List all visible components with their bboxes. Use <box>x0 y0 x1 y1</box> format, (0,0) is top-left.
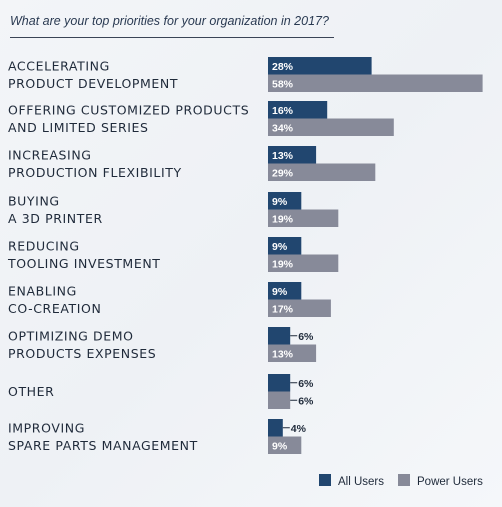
category-label: PRODUCTS EXPENSES <box>8 346 156 361</box>
data-label: 17% <box>272 303 294 315</box>
bar-all-users <box>268 57 372 75</box>
category-label: IMPROVING <box>8 420 85 435</box>
category-label: AND LIMITED SERIES <box>8 120 149 135</box>
data-label: 9% <box>272 286 288 298</box>
bar-all-users <box>268 192 302 210</box>
category-label: ENABLING <box>8 283 77 298</box>
bar-power-users <box>268 209 339 227</box>
data-label: 28% <box>272 61 294 73</box>
category-label: OFFERING CUSTOMIZED PRODUCTS <box>8 102 249 117</box>
category-label: PRODUCT DEVELOPMENT <box>8 76 178 91</box>
category-label: OPTIMIZING DEMO <box>8 328 134 343</box>
data-label: 9% <box>272 241 288 253</box>
bar-all-users <box>268 237 302 255</box>
category-label: PRODUCTION FLEXIBILITY <box>8 165 182 180</box>
chart-title: What are your top priorities for your or… <box>10 14 329 28</box>
legend-label-all-users: All Users <box>338 476 384 488</box>
category-label: CO-CREATION <box>8 301 101 316</box>
category-label: A 3D PRINTER <box>8 211 103 226</box>
bar-all-users <box>268 327 291 345</box>
bar-power-users <box>268 74 483 92</box>
category-label: SPARE PARTS MANAGEMENT <box>8 438 198 453</box>
data-label: 6% <box>298 378 314 390</box>
data-label: 6% <box>298 331 314 343</box>
bar-all-users <box>268 282 302 300</box>
data-label: 29% <box>272 167 294 179</box>
data-label: 9% <box>272 196 288 208</box>
bar-all-users <box>268 101 328 119</box>
category-label: BUYING <box>8 193 60 208</box>
data-label: 13% <box>272 348 294 360</box>
bar-all-users <box>268 374 291 392</box>
bar-all-users <box>268 419 283 437</box>
legend-swatch-all-users <box>319 474 331 486</box>
category-label: REDUCING <box>8 238 80 253</box>
bar-power-users <box>268 163 376 181</box>
data-label: 34% <box>272 122 294 134</box>
category-label: TOOLING INVESTMENT <box>7 256 161 271</box>
bar-power-users <box>268 344 317 362</box>
data-label: 4% <box>291 423 307 435</box>
bar-all-users <box>268 146 317 164</box>
bar-power-users <box>268 254 339 272</box>
data-label: 16% <box>272 105 294 117</box>
category-label: OTHER <box>8 384 54 399</box>
bar-power-users <box>268 391 291 409</box>
bar-power-users <box>268 299 331 317</box>
bar-power-users <box>268 118 394 136</box>
data-label: 19% <box>272 213 294 225</box>
legend: All Users Power Users <box>319 474 483 488</box>
data-label: 9% <box>272 440 288 452</box>
data-label: 19% <box>272 258 294 270</box>
data-label: 6% <box>298 395 314 407</box>
category-label: INCREASING <box>8 147 92 162</box>
legend-swatch-power-users <box>398 474 410 486</box>
data-label: 58% <box>272 78 294 90</box>
category-label: ACCELERATING <box>8 58 110 73</box>
bar-power-users <box>268 436 302 454</box>
legend-label-power-users: Power Users <box>417 476 483 488</box>
bars-group: ACCELERATING PRODUCT DEVELOPMENT 28% 58% OFF… <box>7 57 483 454</box>
data-label: 13% <box>272 150 294 162</box>
